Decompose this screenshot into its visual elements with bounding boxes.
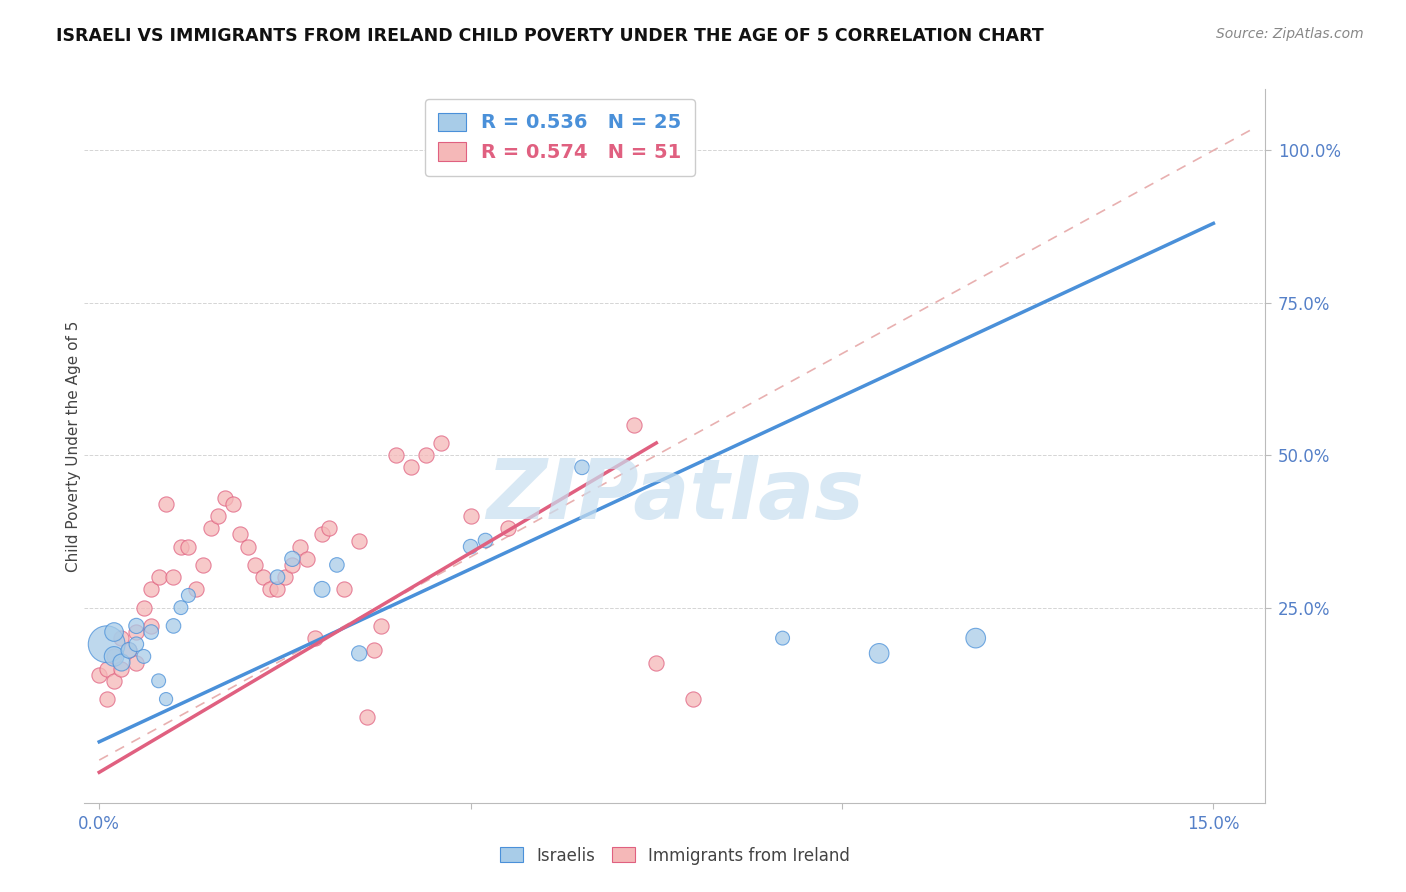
- Point: [281, 558, 304, 572]
- Point: [399, 460, 422, 475]
- Point: [148, 570, 170, 584]
- Point: [170, 600, 193, 615]
- Point: [125, 637, 148, 651]
- Point: [356, 710, 378, 724]
- Point: [274, 570, 297, 584]
- Point: [460, 540, 482, 554]
- Point: [295, 551, 318, 566]
- Point: [474, 533, 496, 548]
- Point: [222, 497, 245, 511]
- Point: [125, 619, 148, 633]
- Point: [868, 646, 890, 660]
- Point: [96, 662, 118, 676]
- Point: [170, 540, 193, 554]
- Text: ISRAELI VS IMMIGRANTS FROM IRELAND CHILD POVERTY UNDER THE AGE OF 5 CORRELATION : ISRAELI VS IMMIGRANTS FROM IRELAND CHILD…: [56, 27, 1045, 45]
- Y-axis label: Child Poverty Under the Age of 5: Child Poverty Under the Age of 5: [66, 320, 80, 572]
- Point: [141, 625, 163, 640]
- Point: [236, 540, 259, 554]
- Point: [259, 582, 281, 597]
- Point: [125, 625, 148, 640]
- Point: [318, 521, 340, 535]
- Point: [177, 589, 200, 603]
- Point: [288, 540, 311, 554]
- Point: [162, 570, 184, 584]
- Point: [415, 448, 437, 462]
- Point: [200, 521, 222, 535]
- Point: [118, 643, 141, 657]
- Point: [266, 570, 288, 584]
- Point: [207, 509, 229, 524]
- Point: [245, 558, 267, 572]
- Point: [162, 619, 184, 633]
- Text: Source: ZipAtlas.com: Source: ZipAtlas.com: [1216, 27, 1364, 41]
- Point: [184, 582, 207, 597]
- Point: [252, 570, 274, 584]
- Point: [326, 558, 349, 572]
- Point: [103, 649, 125, 664]
- Point: [155, 692, 177, 706]
- Point: [333, 582, 356, 597]
- Point: [177, 540, 200, 554]
- Point: [141, 619, 163, 633]
- Point: [645, 656, 668, 670]
- Point: [311, 527, 333, 541]
- Point: [110, 656, 132, 670]
- Point: [132, 649, 155, 664]
- Point: [347, 533, 370, 548]
- Point: [229, 527, 252, 541]
- Point: [96, 637, 118, 651]
- Point: [460, 509, 482, 524]
- Point: [385, 448, 408, 462]
- Point: [96, 692, 118, 706]
- Point: [965, 631, 987, 645]
- Point: [141, 582, 163, 597]
- Point: [370, 619, 392, 633]
- Point: [118, 643, 141, 657]
- Point: [214, 491, 236, 505]
- Point: [110, 662, 132, 676]
- Point: [89, 667, 111, 681]
- Point: [110, 631, 132, 645]
- Point: [682, 692, 704, 706]
- Point: [347, 646, 370, 660]
- Point: [311, 582, 333, 597]
- Point: [281, 551, 304, 566]
- Point: [571, 460, 593, 475]
- Point: [155, 497, 177, 511]
- Point: [304, 631, 326, 645]
- Point: [132, 600, 155, 615]
- Point: [103, 649, 125, 664]
- Point: [363, 643, 385, 657]
- Point: [496, 521, 519, 535]
- Legend: Israelis, Immigrants from Ireland: Israelis, Immigrants from Ireland: [491, 838, 859, 873]
- Point: [430, 436, 453, 450]
- Point: [125, 656, 148, 670]
- Point: [623, 417, 645, 432]
- Point: [103, 673, 125, 688]
- Point: [193, 558, 215, 572]
- Point: [103, 625, 125, 640]
- Point: [148, 673, 170, 688]
- Point: [266, 582, 288, 597]
- Text: ZIPatlas: ZIPatlas: [486, 456, 863, 536]
- Point: [772, 631, 794, 645]
